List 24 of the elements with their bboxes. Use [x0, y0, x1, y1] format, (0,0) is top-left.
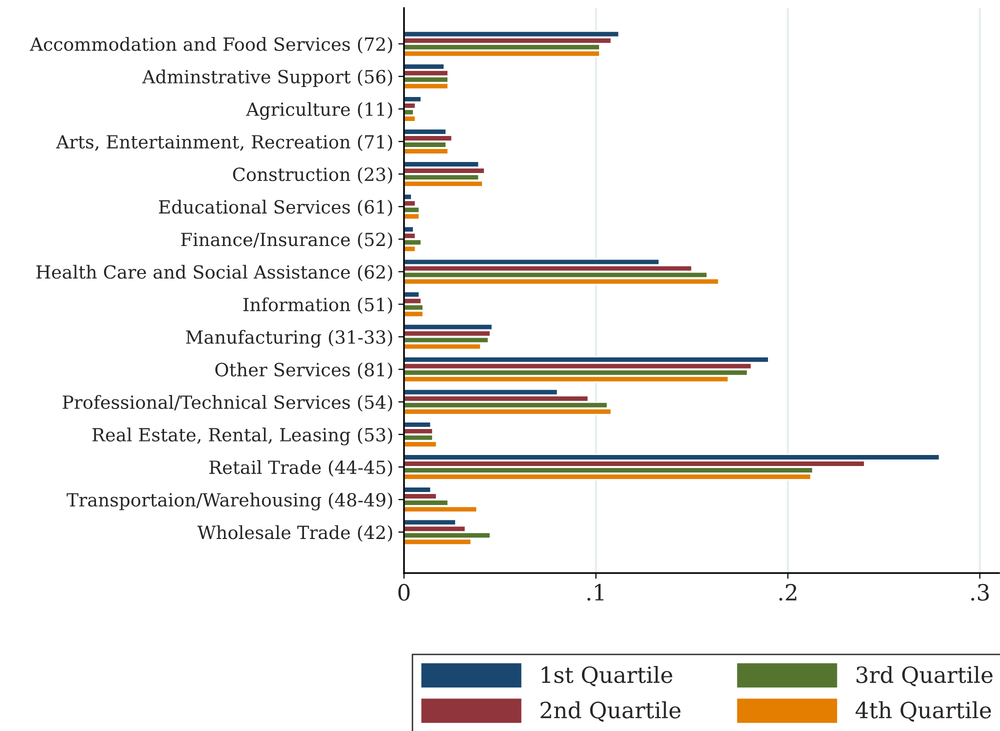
x-tick-label: 0	[398, 584, 410, 601]
y-tick-label: Real Estate, Rental, Leasing (53)	[92, 428, 392, 446]
x-tick-label: .3	[971, 584, 989, 601]
y-tick-label: Arts, Entertainment, Recreation (71)	[56, 134, 392, 152]
y-tick-label: Construction (23)	[233, 167, 392, 184]
x-tick-label: .1	[587, 584, 604, 601]
y-tick-label: Wholesale Trade (42)	[197, 525, 392, 542]
y-tick-label: Information (51)	[243, 297, 392, 314]
x-tick-label: .2	[779, 584, 796, 601]
y-tick-label: Professional/Technical Services (54)	[62, 395, 392, 412]
y-tick-label: Educational Services (61)	[159, 200, 392, 216]
y-tick-label: Other Services (81)	[215, 362, 392, 380]
y-tick-label: Adminstrative Support (56)	[142, 70, 392, 88]
y-tick-label: Retail Trade (44-45)	[209, 460, 392, 477]
y-tick-label: Health Care and Social Assistance (62)	[36, 264, 392, 282]
legend-label: 3rd Quartile	[856, 666, 993, 686]
y-tick-label: Manufacturing (31-33)	[186, 330, 392, 348]
legend-label: 1st Quartile	[542, 666, 672, 686]
legend-label: 2nd Quartile	[540, 701, 680, 722]
y-tick-label: Agriculture (11)	[246, 102, 392, 120]
legend-label: 4th Quartile	[856, 701, 991, 722]
y-tick-label: Transportaion/Warehousing (48-49)	[66, 492, 392, 510]
y-tick-label: Finance/Insurance (52)	[181, 232, 392, 249]
y-tick-label: Accommodation and Food Services (72)	[30, 36, 392, 54]
